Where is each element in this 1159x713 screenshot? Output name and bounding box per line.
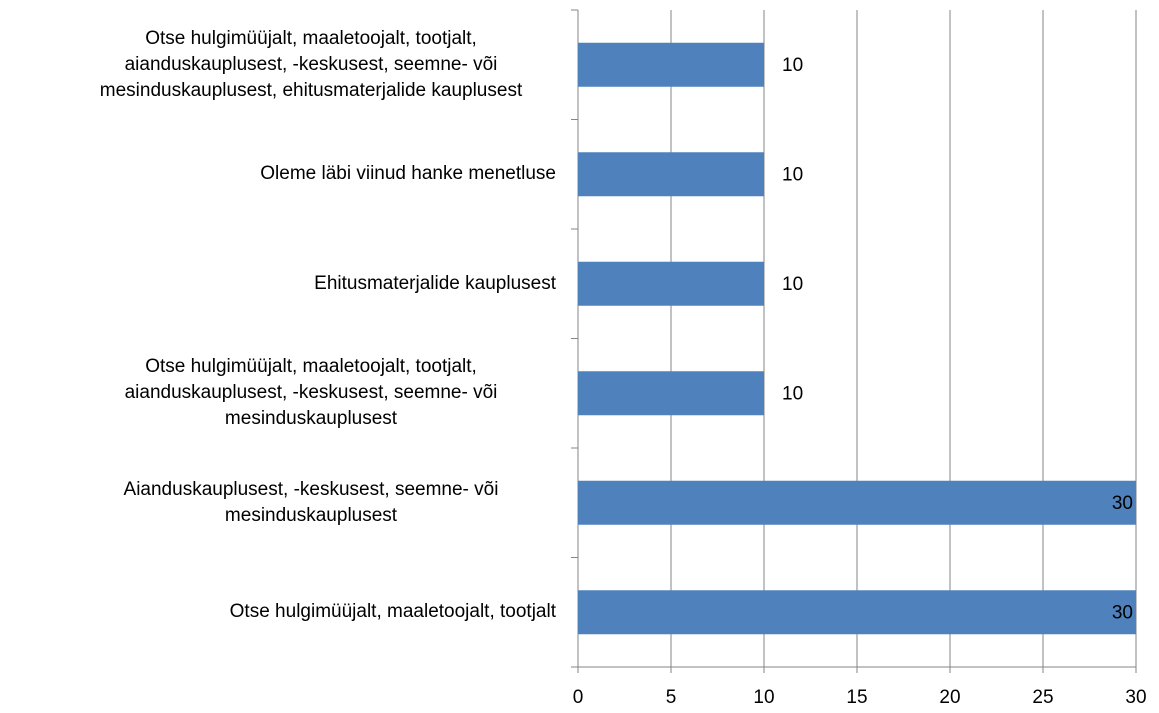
bar	[578, 590, 1136, 635]
data-label: 10	[782, 55, 803, 76]
y-tick-label: Oleme läbi viinud hanke menetluse	[260, 163, 556, 185]
y-tick-label-box: Oleme läbi viinud hanke menetluse	[0, 124, 556, 224]
x-tick-label: 10	[753, 687, 774, 708]
data-label: 10	[782, 274, 803, 295]
y-tick-label: Otse hulgimüüjalt, maaletoojalt, tootjal…	[229, 601, 556, 623]
x-tick-label: 15	[846, 687, 867, 708]
bar	[578, 42, 764, 87]
y-tick-label-box: Aianduskauplusest, -keskusest, seemne- v…	[0, 453, 556, 553]
y-tick-label: Otse hulgimüüjalt, maaletoojalt, tootjal…	[99, 27, 523, 101]
data-label: 10	[782, 383, 803, 404]
x-tick-label: 25	[1032, 687, 1053, 708]
y-tick-label-box: Otse hulgimüüjalt, maaletoojalt, tootjal…	[0, 562, 556, 662]
data-label: 30	[1112, 493, 1133, 514]
y-tick-label: Aianduskauplusest, -keskusest, seemne- v…	[123, 478, 499, 526]
bar	[578, 152, 764, 197]
bar	[578, 371, 764, 416]
y-tick-label: Ehitusmaterjalide kauplusest	[314, 272, 556, 294]
x-tick-label: 5	[666, 687, 677, 708]
bar	[578, 480, 1136, 525]
y-tick-label: Otse hulgimüüjalt, maaletoojalt, tootjal…	[124, 356, 498, 430]
x-tick-label: 20	[939, 687, 960, 708]
y-tick-label-box: Ehitusmaterjalide kauplusest	[0, 234, 556, 334]
x-tick-label: 0	[573, 687, 584, 708]
data-label: 30	[1112, 602, 1133, 623]
y-tick-label-box: Otse hulgimüüjalt, maaletoojalt, tootjal…	[0, 15, 556, 115]
x-tick-label: 30	[1125, 687, 1146, 708]
y-tick-label-box: Otse hulgimüüjalt, maaletoojalt, tootjal…	[0, 343, 556, 443]
data-label: 10	[782, 164, 803, 185]
bar	[578, 261, 764, 306]
